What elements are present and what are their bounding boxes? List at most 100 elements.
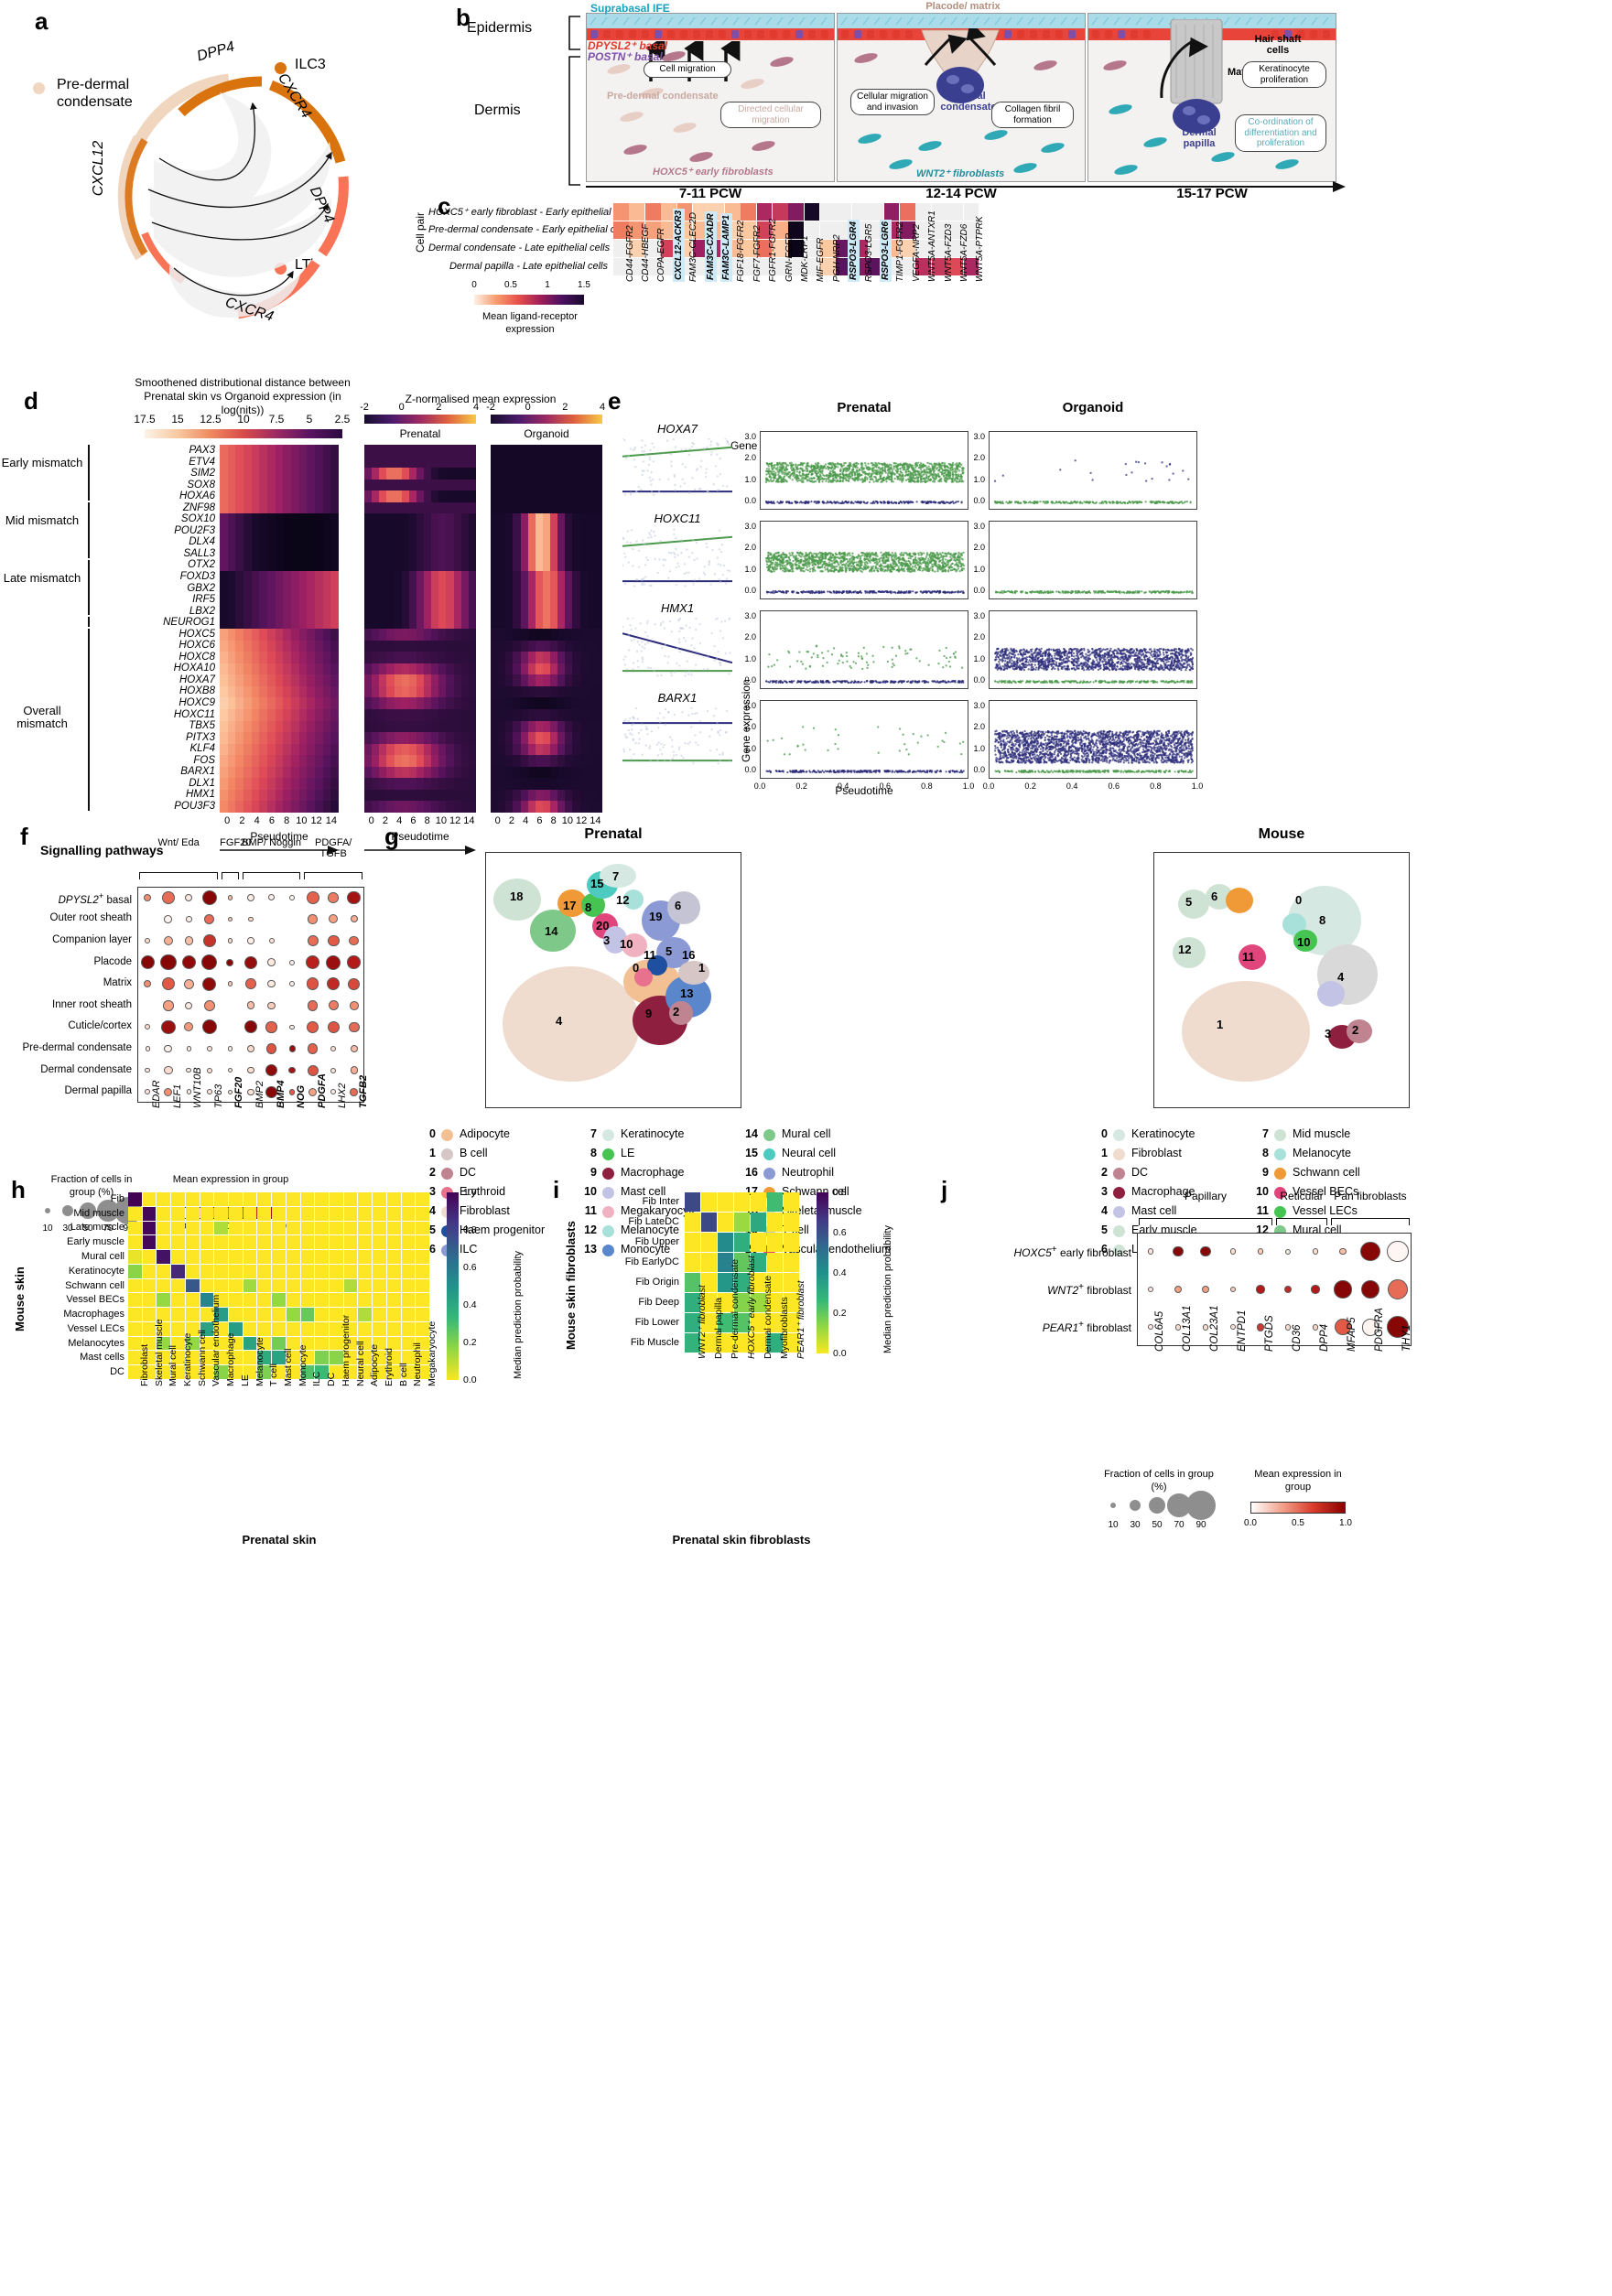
panel-d-gene-label: SOX10 [180,513,215,525]
panel-d-distance-cell [291,559,300,572]
panel-d-distance-cell [243,548,253,561]
panel-d-expression-cell [550,640,558,652]
panel-j-dot [1257,1248,1264,1256]
panel-d-distance-cell [315,652,324,664]
panel-d-expression-cell [438,708,447,721]
panel-d-expression-cell [505,605,514,618]
panel-d-gene-label: HOXA6 [179,490,215,502]
panel-d-expression-cell [535,778,544,791]
panel-d-expression-cell [527,685,536,698]
panel-d-expression-cell [498,732,506,745]
panel-d-distance-cell [251,663,260,675]
panel-d-expression-cell [550,755,558,768]
legend-color-swatch [602,1168,614,1180]
panel-i-colorbar-title: Median prediction probability [882,1224,893,1353]
panel-d-expression-cell [565,720,573,733]
panel-d-distance-cell [315,513,324,526]
panel-d-distance-cell [251,720,260,733]
panel-d-expression-cell [557,789,566,802]
panel-d-expression-cell [416,536,425,549]
panel-d-distance-cell [283,663,292,675]
panel-d-distance-cell [275,524,284,537]
panel-d-distance-cell [220,490,229,503]
panel-d-distance-cell [243,743,253,756]
panel-h-cell [401,1264,416,1278]
panel-d-distance-cell [227,743,236,756]
panel-d-distance-cell [259,490,268,503]
panel-d-expression-cell [579,766,589,779]
panel-h-cell [373,1278,386,1293]
panel-d-expression-cell [565,652,573,664]
panel-h-cell [343,1293,358,1308]
panel-d-expression-cell [513,513,521,526]
panel-f-dot [247,893,254,901]
panel-f-dot [267,980,276,988]
legend-color-swatch-ilc3 [275,62,287,75]
panel-d-expression-cell [542,629,551,641]
panel-c-ylabel: Cell pair [414,211,427,253]
panel-i-cell [734,1313,750,1332]
bubble-directed-migration: Directed cellular migration [720,102,821,128]
panel-h-cell [157,1308,171,1321]
panel-d-distance-cell [291,732,300,745]
panel-d-colorbar-right-tick: 2 [436,402,442,413]
panel-h-cell [386,1351,401,1365]
panel-h-cell [315,1235,329,1250]
panel-h-cell [358,1308,373,1321]
panel-d-expression-cell [386,479,395,491]
panel-d-expression-cell [520,755,529,768]
panel-d-distance-cell [322,801,331,814]
panel-d-colorbar-right-title: Z-normalised mean expression [405,393,557,405]
legend-color-swatch [1113,1129,1125,1141]
panel-d-expression-cell [468,732,477,745]
panel-j-group-bracket [1139,1218,1272,1225]
panel-d-expression-cell [460,663,470,675]
panel-c-row-label: HOXC5⁺ early fibroblast - Early epitheli… [428,207,634,218]
panel-d-expression-cell [527,617,536,630]
panel-h-cell [185,1351,200,1365]
panel-d-distance-cell [322,445,331,457]
panel-j-dot [1256,1323,1265,1331]
panel-d-distance-cell [283,582,292,595]
panel-h-col-label: Melanocyte [254,1337,265,1386]
panel-c-col-label: MDK-LRP1 [800,235,810,282]
panel-d-expression-cell [594,513,603,526]
panel-d-distance-cell [235,501,244,514]
panel-d-expression-cell [453,605,462,618]
panel-d-expression-cell [498,536,506,549]
panel-d-expression-cell [394,594,403,607]
panel-d-distance-cell [315,629,324,641]
panel-h-cell [272,1192,286,1206]
panel-f-dot [307,999,319,1011]
panel-d-expression-cell [491,479,499,491]
panel-d-expression-cell [505,468,514,480]
panel-i-cell [701,1233,717,1252]
panel-f-dot [145,1067,151,1073]
panel-h-cell [243,1221,257,1235]
legend-item: 16 Neutrophil [740,1165,901,1183]
panel-c-cell [868,240,884,258]
panel-d-expression-cell [557,708,566,721]
panel-f-size-legend-tick: 50 [82,1223,93,1234]
panel-d-distance-cell [251,468,260,480]
panel-d-expression-cell [364,456,373,469]
panel-d-distance-cell [259,524,268,537]
panel-d-distance-cell [307,743,316,756]
panel-d-expression-cell [542,663,551,675]
panel-d-expression-cell [498,652,506,664]
panel-h-cell [214,1321,228,1336]
panel-d-expression-cell [424,479,432,491]
panel-h-cell [243,1235,257,1250]
panel-d-expression-cell [572,697,580,710]
panel-d-expression-cell [424,685,432,698]
panel-d-colorbar-right-tick: 0 [398,402,405,413]
panel-d-distance-cell [283,501,292,514]
panel-h-cell [416,1308,429,1321]
panel-f-dot [306,977,319,991]
panel-h-cell [229,1293,243,1308]
panel-d-expression-cell [565,468,573,480]
panel-d-expression-cell [401,559,410,572]
panel-d-expression-cell [513,617,521,630]
panel-d-expression-cell [460,685,470,698]
panel-d-distance-cell [283,536,292,549]
